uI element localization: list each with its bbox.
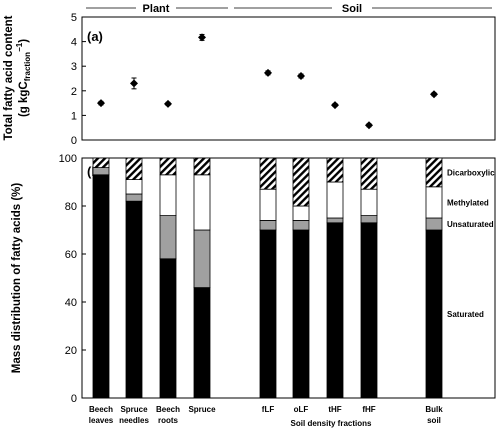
panel-b: (b) Mass distribution of fatty acids (%)…: [11, 153, 496, 405]
x-category-label: fHF: [362, 405, 375, 414]
group-label-plant: Plant: [143, 3, 170, 15]
x-category-label: fLF: [262, 405, 275, 414]
bar-segment-saturated: [92, 174, 110, 399]
panel-b-y-tick-label: 0: [71, 393, 77, 405]
bar-segment-saturated: [159, 258, 177, 399]
x-category-label: Beech: [156, 405, 180, 414]
bar-segment-methylated: [125, 179, 143, 195]
bar-segment-dicarboxylic: [425, 157, 443, 188]
bar-segment-unsaturated: [360, 215, 378, 224]
panel-b-y-axis: 0 20 40 60 80 100: [59, 153, 86, 405]
panel-a-point: [198, 33, 206, 42]
panel-b-y-tick-label: 20: [65, 345, 77, 357]
bar-segment-unsaturated: [159, 215, 177, 260]
panel-a-point: [97, 99, 105, 108]
ylabel-units-end: ): [18, 39, 30, 43]
bar-segment-unsaturated: [92, 167, 110, 176]
bar-segment-saturated: [125, 200, 143, 399]
x-category-label: Bulk: [425, 405, 443, 414]
panel-a: (a) Total fatty acid content (g kgCfract…: [3, 12, 496, 147]
series-label-unsaturated: Unsaturated: [447, 220, 494, 229]
panel-a-y-axis: 0 1 2 3 4 5: [71, 12, 86, 147]
panel-a-point: [164, 99, 172, 108]
ylabel-units-sub: fraction: [23, 52, 32, 81]
panel-b-bars: [92, 157, 443, 399]
bar-segment-methylated: [326, 181, 344, 219]
bar-segment-saturated: [292, 229, 310, 399]
x-category-label: tHF: [328, 405, 341, 414]
series-label-saturated: Saturated: [447, 310, 484, 319]
panel-a-frame: [81, 16, 496, 141]
bar-segment-methylated: [360, 188, 378, 216]
panel-a-ylabel-units: (g kgCfraction−1): [15, 39, 32, 117]
x-category-label: roots: [158, 416, 179, 425]
bar-segment-dicarboxylic: [326, 157, 344, 183]
panel-a-y-tick-label: 5: [71, 12, 77, 24]
panel-a-y-tick-label: 2: [71, 86, 77, 98]
panel-a-point: [331, 101, 339, 110]
panel-b-series-labels: Saturated Unsaturated Methylated Dicarboxyl…: [447, 168, 495, 319]
bar-segment-methylated: [159, 174, 177, 217]
bar-segment-unsaturated: [292, 219, 310, 231]
panel-a-points: [97, 33, 438, 130]
bar-segment-dicarboxylic: [159, 157, 177, 176]
bar-segment-unsaturated: [125, 193, 143, 202]
x-category-label: Beech: [89, 405, 113, 414]
ylabel-units-main: (g kgC: [18, 81, 30, 117]
bar-segment-saturated: [259, 229, 277, 399]
panel-a-point: [365, 121, 373, 130]
panel-a-ylabel: Total fatty acid content: [3, 15, 15, 140]
bar-segment-saturated: [193, 287, 211, 399]
panel-a-point: [297, 72, 305, 81]
x-category-label: leaves: [89, 416, 114, 425]
panel-a-y-tick-label: 0: [71, 135, 77, 147]
panel-a-label: (a): [87, 29, 103, 44]
x-category-label: needles: [119, 416, 149, 425]
bar-segment-saturated: [326, 222, 344, 399]
bar-segment-methylated: [425, 186, 443, 219]
soil-fractions-label: Soil density fractions: [291, 419, 372, 428]
x-category-label: soil: [427, 416, 441, 425]
bar-segment-unsaturated: [259, 219, 277, 231]
bar-segment-unsaturated: [425, 217, 443, 231]
bar-segment-dicarboxylic: [292, 157, 310, 207]
bar-segment-dicarboxylic: [92, 157, 110, 169]
ylabel-units-sup: −1: [15, 42, 24, 52]
panel-b-y-tick-label: 80: [65, 201, 77, 213]
bar-segment-methylated: [193, 174, 211, 231]
panel-a-point: [130, 79, 138, 88]
x-category-labels: Beech leaves Spruce needles Beech roots Spruce…: [89, 405, 443, 425]
panel-a-y-tick-label: 1: [71, 110, 77, 122]
bar-segment-unsaturated: [193, 229, 211, 288]
panel-b-y-tick-label: 100: [59, 153, 77, 165]
bar-segment-dicarboxylic: [193, 157, 211, 176]
bar-segment-dicarboxylic: [360, 157, 378, 190]
series-label-dicarboxylic: Dicarboxylic: [447, 168, 495, 177]
panel-a-y-tick-label: 3: [71, 61, 77, 73]
bar-segment-methylated: [259, 188, 277, 221]
bar-segment-saturated: [425, 229, 443, 399]
panel-b-frame: [81, 157, 496, 399]
bar-segment-dicarboxylic: [259, 157, 277, 190]
x-category-label: oLF: [294, 405, 309, 414]
panel-a-y-tick-label: 4: [71, 37, 77, 49]
x-category-label: Spruce: [120, 405, 148, 414]
bar-segment-unsaturated: [326, 217, 344, 224]
bar-segment-methylated: [292, 205, 310, 221]
panel-b-y-tick-label: 60: [65, 249, 77, 261]
panel-a-point: [430, 90, 438, 99]
group-headers: Plant Soil: [86, 3, 492, 15]
bar-segment-dicarboxylic: [125, 157, 143, 181]
series-label-methylated: Methylated: [447, 198, 489, 207]
panel-a-point: [264, 68, 272, 77]
group-label-soil: Soil: [342, 3, 362, 15]
panel-b-ylabel: Mass distribution of fatty acids (%): [11, 183, 23, 374]
bar-segment-saturated: [360, 222, 378, 399]
x-category-label: Spruce: [188, 405, 216, 414]
panel-b-y-tick-label: 40: [65, 297, 77, 309]
